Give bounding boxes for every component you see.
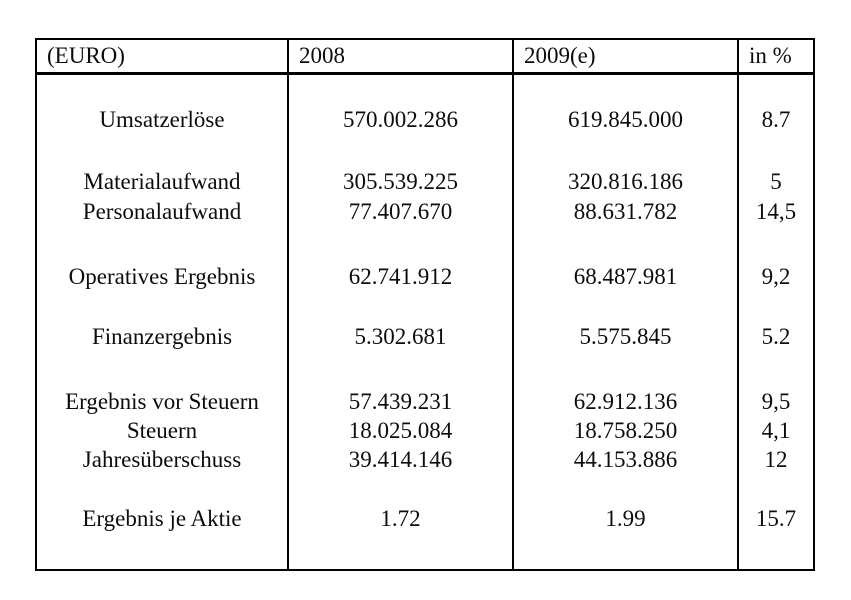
spacer-row bbox=[36, 351, 814, 387]
value-2008: 1.72 bbox=[287, 503, 513, 534]
value-percent: 9,5 bbox=[737, 386, 814, 417]
value-2009e: 619.845.000 bbox=[512, 104, 738, 135]
row-label: Ergebnis vor Steuern bbox=[65, 388, 259, 414]
value-2009e: 88.631.782 bbox=[512, 196, 738, 227]
table-row: Finanzergebnis 5.302.681 5.575.845 5.2 bbox=[36, 321, 814, 352]
table-row: Operatives Ergebnis 62.741.912 68.487.98… bbox=[36, 261, 814, 292]
table-header-row: (EURO) 2008 2009(e) in % bbox=[36, 39, 814, 75]
row-label: Operatives Ergebnis bbox=[68, 263, 256, 289]
row-label: Materialaufwand bbox=[83, 168, 241, 194]
financial-table: (EURO) 2008 2009(e) in % Umsatzerlöse 57… bbox=[35, 38, 815, 571]
spacer-row bbox=[36, 226, 814, 262]
table-row: Umsatzerlöse 570.002.286 619.845.000 8.7 bbox=[36, 104, 814, 135]
table-row: Personalaufwand 77.407.670 88.631.782 14… bbox=[36, 196, 814, 227]
value-percent: 5.2 bbox=[737, 321, 814, 352]
value-2008: 5.302.681 bbox=[287, 321, 513, 352]
value-percent: 14,5 bbox=[737, 196, 814, 227]
row-label: Jahresüberschuss bbox=[82, 446, 242, 472]
value-percent: 15.7 bbox=[737, 503, 814, 534]
value-percent: 12 bbox=[737, 444, 814, 475]
value-2008: 57.439.231 bbox=[287, 386, 513, 417]
value-2008: 77.407.670 bbox=[287, 196, 513, 227]
spacer-row bbox=[36, 291, 814, 322]
spacer-row bbox=[36, 73, 814, 105]
value-2009e: 18.758.250 bbox=[512, 416, 738, 445]
table-row: Ergebnis vor Steuern 57.439.231 62.912.1… bbox=[36, 386, 814, 417]
col-header-euro: (EURO) bbox=[36, 39, 288, 75]
value-2009e: 5.575.845 bbox=[512, 321, 738, 352]
spacer-row bbox=[36, 474, 814, 504]
value-2008: 570.002.286 bbox=[287, 104, 513, 135]
table-row: Jahresüberschuss 39.414.146 44.153.886 1… bbox=[36, 444, 814, 475]
value-2009e: 68.487.981 bbox=[512, 261, 738, 292]
value-2009e: 320.816.186 bbox=[512, 166, 738, 197]
spacer-row bbox=[36, 533, 814, 570]
value-2008: 39.414.146 bbox=[287, 444, 513, 475]
col-header-percent: in % bbox=[737, 39, 814, 75]
table-row: Ergebnis je Aktie 1.72 1.99 15.7 bbox=[36, 503, 814, 534]
row-label: Finanzergebnis bbox=[91, 323, 233, 349]
value-percent: 5 bbox=[737, 166, 814, 197]
value-percent: 4,1 bbox=[737, 416, 814, 445]
value-2009e: 44.153.886 bbox=[512, 444, 738, 475]
value-percent: 8.7 bbox=[737, 104, 814, 135]
col-header-2009e: 2009(e) bbox=[512, 39, 738, 75]
value-percent: 9,2 bbox=[737, 261, 814, 292]
col-header-2008: 2008 bbox=[287, 39, 513, 75]
value-2008: 62.741.912 bbox=[287, 261, 513, 292]
table-row: Steuern 18.025.084 18.758.250 4,1 bbox=[36, 416, 814, 445]
spacer-row bbox=[36, 134, 814, 167]
value-2008: 305.539.225 bbox=[287, 166, 513, 197]
table-row: Materialaufwand 305.539.225 320.816.186 … bbox=[36, 166, 814, 197]
value-2008: 18.025.084 bbox=[287, 416, 513, 445]
row-label: Personalaufwand bbox=[82, 198, 242, 224]
value-2009e: 62.912.136 bbox=[512, 386, 738, 417]
row-label: Ergebnis je Aktie bbox=[82, 505, 242, 531]
row-label: Steuern bbox=[126, 417, 198, 443]
value-2009e: 1.99 bbox=[512, 503, 738, 534]
row-label: Umsatzerlöse bbox=[99, 106, 225, 132]
